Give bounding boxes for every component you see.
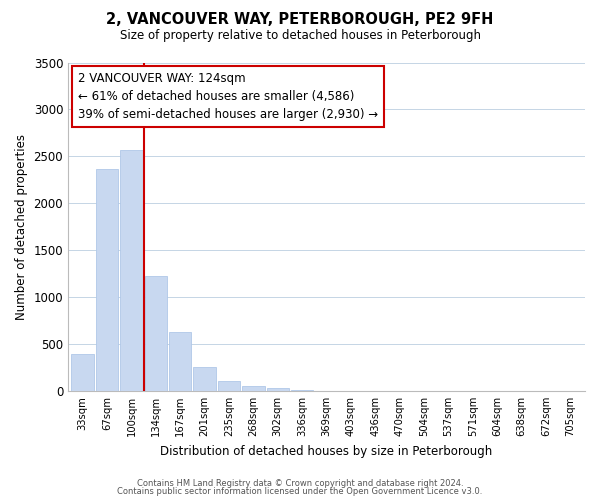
Bar bbox=[218, 381, 240, 391]
Y-axis label: Number of detached properties: Number of detached properties bbox=[15, 134, 28, 320]
X-axis label: Distribution of detached houses by size in Peterborough: Distribution of detached houses by size … bbox=[160, 444, 493, 458]
Bar bbox=[96, 170, 118, 391]
Bar bbox=[193, 367, 216, 391]
Text: Contains HM Land Registry data © Crown copyright and database right 2024.: Contains HM Land Registry data © Crown c… bbox=[137, 478, 463, 488]
Bar bbox=[169, 332, 191, 391]
Bar bbox=[71, 354, 94, 391]
Bar bbox=[145, 276, 167, 391]
Text: 2 VANCOUVER WAY: 124sqm
← 61% of detached houses are smaller (4,586)
39% of semi: 2 VANCOUVER WAY: 124sqm ← 61% of detache… bbox=[79, 72, 379, 122]
Bar bbox=[266, 388, 289, 391]
Bar bbox=[242, 386, 265, 391]
Text: 2, VANCOUVER WAY, PETERBOROUGH, PE2 9FH: 2, VANCOUVER WAY, PETERBOROUGH, PE2 9FH bbox=[106, 12, 494, 28]
Text: Contains public sector information licensed under the Open Government Licence v3: Contains public sector information licen… bbox=[118, 487, 482, 496]
Bar bbox=[120, 150, 143, 391]
Text: Size of property relative to detached houses in Peterborough: Size of property relative to detached ho… bbox=[119, 29, 481, 42]
